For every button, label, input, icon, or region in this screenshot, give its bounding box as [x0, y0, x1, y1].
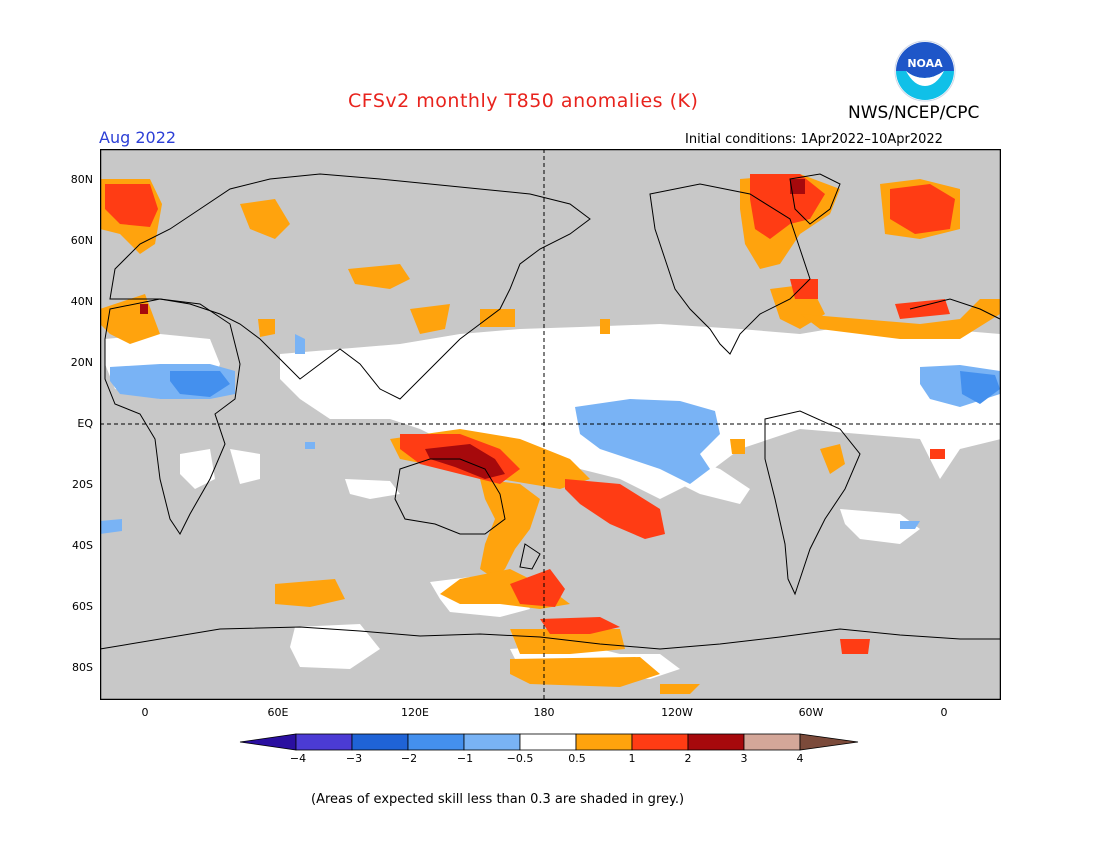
colorbar-cell	[463, 733, 521, 751]
colorbar-label: 1	[628, 752, 636, 765]
colorbar-cell	[687, 733, 745, 751]
org-label: NWS/NCEP/CPC	[848, 103, 980, 123]
colorbar-label: 2	[684, 752, 692, 765]
strong-negative-anomaly-regions	[170, 371, 1000, 404]
colorbar-label: −1	[456, 752, 474, 765]
lat-label-80n: 80N	[70, 173, 93, 186]
lat-label-40s: 40S	[72, 539, 93, 552]
lon-label-180: 180	[533, 706, 555, 719]
skill-note: (Areas of expected skill less than 0.3 a…	[311, 792, 685, 807]
lon-label-120w: 120W	[661, 706, 693, 719]
noaa-logo: NOAA	[894, 40, 956, 102]
colorbar-label: −4	[289, 752, 307, 765]
colorbar-cell	[575, 733, 633, 751]
lon-label-60w: 60W	[798, 706, 824, 719]
initial-conditions: Initial conditions: 1Apr2022–10Apr2022	[685, 132, 943, 147]
lat-label-20s: 20S	[72, 478, 93, 491]
colorbar-label: −0.5	[506, 752, 534, 765]
colorbar-label: 3	[740, 752, 748, 765]
lon-label-0-right: 0	[940, 706, 948, 719]
lon-label-120e: 120E	[401, 706, 429, 719]
temperature-anomaly-map	[100, 149, 1001, 700]
noaa-logo-text: NOAA	[907, 57, 943, 70]
colorbar-arrow-high	[799, 733, 859, 751]
colorbar-cell	[743, 733, 801, 751]
colorbar-cell	[519, 733, 577, 751]
colorbar-label: 4	[796, 752, 804, 765]
map-title: CFSv2 monthly T850 anomalies (K)	[348, 90, 699, 112]
lat-label-60s: 60S	[72, 600, 93, 613]
colorbar-cell	[295, 733, 353, 751]
colorbar-arrow-low	[239, 733, 297, 751]
map-frame	[100, 149, 1001, 700]
forecast-month: Aug 2022	[99, 128, 177, 147]
colorbar	[239, 733, 859, 751]
lat-label-80s: 80S	[72, 661, 93, 674]
lon-label-0: 0	[141, 706, 149, 719]
colorbar-label: −2	[400, 752, 418, 765]
colorbar-label: 0.5	[568, 752, 586, 765]
colorbar-cell	[407, 733, 465, 751]
lat-label-40n: 40N	[70, 295, 93, 308]
colorbar-cell	[351, 733, 409, 751]
lon-label-60e: 60E	[267, 706, 289, 719]
lat-label-eq: EQ	[77, 417, 93, 430]
colorbar-label: −3	[345, 752, 363, 765]
lat-label-60n: 60N	[70, 234, 93, 247]
coastlines	[100, 173, 1001, 650]
colorbar-cell	[631, 733, 689, 751]
lat-label-20n: 20N	[70, 356, 93, 369]
